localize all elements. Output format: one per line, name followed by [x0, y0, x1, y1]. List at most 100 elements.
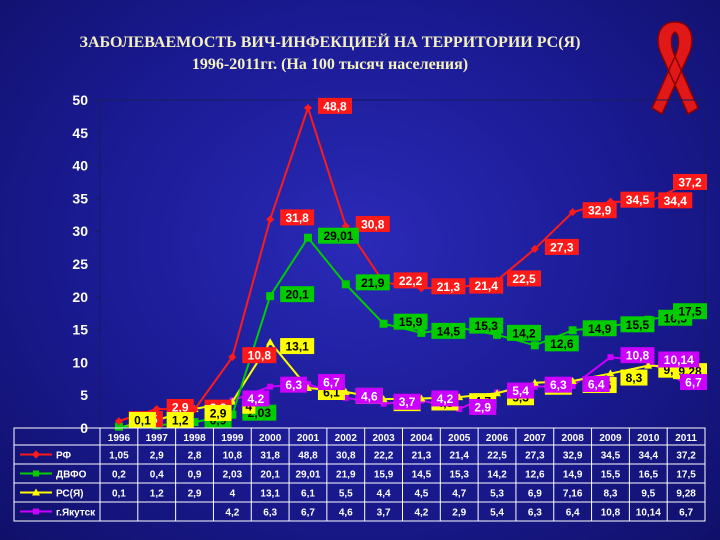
- table-cell: 9,28: [676, 489, 696, 500]
- data-label-box: [469, 398, 497, 415]
- data-label: 6,3: [550, 378, 567, 392]
- table-cell: 6,7: [679, 508, 693, 519]
- point-marker: [417, 328, 426, 337]
- table-cell: 30,8: [336, 451, 356, 462]
- point-marker: [267, 383, 274, 390]
- y-tick-label: 40: [72, 158, 88, 174]
- y-tick-label: 5: [80, 387, 88, 403]
- data-label: 10,14: [664, 353, 694, 367]
- slide-title: ЗАБОЛЕВАЕМОСТЬ ВИЧ-ИНФЕКЦИЕЙ НА ТЕРРИТОР…: [79, 34, 581, 51]
- data-label: 30,8: [361, 217, 385, 231]
- data-label: 15,9: [399, 315, 423, 329]
- red-ribbon-icon: [651, 21, 699, 116]
- x-category-label: 2010: [637, 433, 660, 444]
- data-label-box: [317, 374, 345, 391]
- table-cell: 34,4: [639, 451, 659, 462]
- table-cell: 5,4: [490, 508, 504, 519]
- data-label: 21,3: [437, 280, 461, 294]
- point-marker: [531, 383, 538, 390]
- data-label-box: [393, 393, 421, 410]
- table-cell: 32,9: [563, 451, 583, 462]
- point-marker: [114, 422, 123, 431]
- table-cell: 10,8: [601, 508, 621, 519]
- point-marker: [379, 319, 388, 328]
- table-cell: 12,6: [525, 470, 545, 481]
- data-table: 1996 1997 1998 1999 2000 2001 2002 2003 2004 2005…: [13, 427, 706, 522]
- y-tick-label: 10: [72, 354, 88, 370]
- data-label: 14,2: [512, 326, 536, 340]
- legend-label: г.Якутск: [56, 508, 96, 519]
- data-label-box: [280, 209, 315, 226]
- x-category-label: 1996: [108, 433, 131, 444]
- table-cell: 48,8: [298, 451, 318, 462]
- table-cell: 15,9: [374, 470, 394, 481]
- data-label: 27,3: [550, 240, 574, 254]
- table-cell: 14,5: [412, 470, 432, 481]
- table-cell: 0,9: [188, 470, 202, 481]
- table-cell: 4,5: [414, 489, 428, 500]
- data-label: 15,5: [626, 318, 650, 332]
- data-label-box: [355, 387, 383, 404]
- table-cell: 6,3: [528, 508, 542, 519]
- data-label: 10,8: [626, 349, 650, 363]
- table-cell: 22,2: [374, 451, 394, 462]
- data-label: 2,9: [474, 400, 491, 414]
- data-label-box: [166, 398, 194, 415]
- data-label: 14,9: [588, 322, 612, 336]
- table-cell: 34,5: [601, 451, 621, 462]
- table-cell: 15,3: [449, 470, 469, 481]
- table-cell: 10,8: [223, 451, 243, 462]
- table-cell: 4,4: [377, 489, 391, 500]
- data-label: 2,9: [210, 406, 227, 420]
- table-cell: 2,8: [188, 451, 202, 462]
- legend-label: РФ: [56, 451, 72, 462]
- x-category-label: 2006: [486, 433, 509, 444]
- data-label: 21,4: [475, 279, 499, 293]
- data-label: 6,4: [588, 378, 605, 392]
- table-cell: 27,3: [525, 451, 545, 462]
- series-line-0: [118, 104, 687, 423]
- data-label-box: [582, 376, 610, 393]
- data-label: 2,9: [172, 400, 189, 414]
- data-label-box: [469, 317, 504, 334]
- table-cell: 8,3: [604, 489, 618, 500]
- data-label-box: [280, 286, 315, 303]
- data-label-box: [128, 412, 156, 428]
- table-cell: 2,9: [150, 451, 164, 462]
- table-cell: 21,3: [412, 451, 432, 462]
- table-cell: 15,5: [601, 470, 621, 481]
- point-marker: [228, 353, 237, 362]
- data-label: 10,8: [248, 349, 272, 363]
- x-category-label: 2009: [599, 433, 622, 444]
- x-category-label: 2005: [448, 433, 471, 444]
- data-label-box: [317, 97, 352, 114]
- point-marker: [568, 326, 577, 335]
- data-label: 0,1: [134, 414, 151, 428]
- table-cell: 0,1: [112, 489, 126, 500]
- table-cell: 4,7: [452, 489, 466, 500]
- data-label-box: [431, 322, 466, 339]
- slide-subtitle: 1996-2011гг. (На 100 тысяч населения): [191, 56, 469, 73]
- table-cell: 5,3: [490, 489, 504, 500]
- data-label: 34,5: [626, 193, 650, 207]
- data-label: 4,6: [361, 389, 378, 403]
- point-marker: [380, 400, 387, 407]
- data-label: 22,5: [512, 272, 536, 286]
- point-marker: [266, 338, 275, 346]
- data-label: 20,1: [285, 288, 309, 302]
- table-cell: 6,1: [301, 489, 315, 500]
- data-label-box: [317, 227, 359, 244]
- point-marker: [190, 418, 199, 427]
- table-cell: 22,5: [487, 451, 507, 462]
- data-label-box: [673, 303, 707, 320]
- legend-marker: [32, 450, 40, 459]
- point-marker: [342, 394, 349, 401]
- table-cell: 7,16: [563, 489, 583, 500]
- data-label: 3,7: [399, 395, 416, 409]
- point-marker: [530, 244, 539, 253]
- table-cell: 0,2: [112, 470, 126, 481]
- table-cell: 0,4: [150, 470, 164, 481]
- data-label-box: [673, 173, 707, 190]
